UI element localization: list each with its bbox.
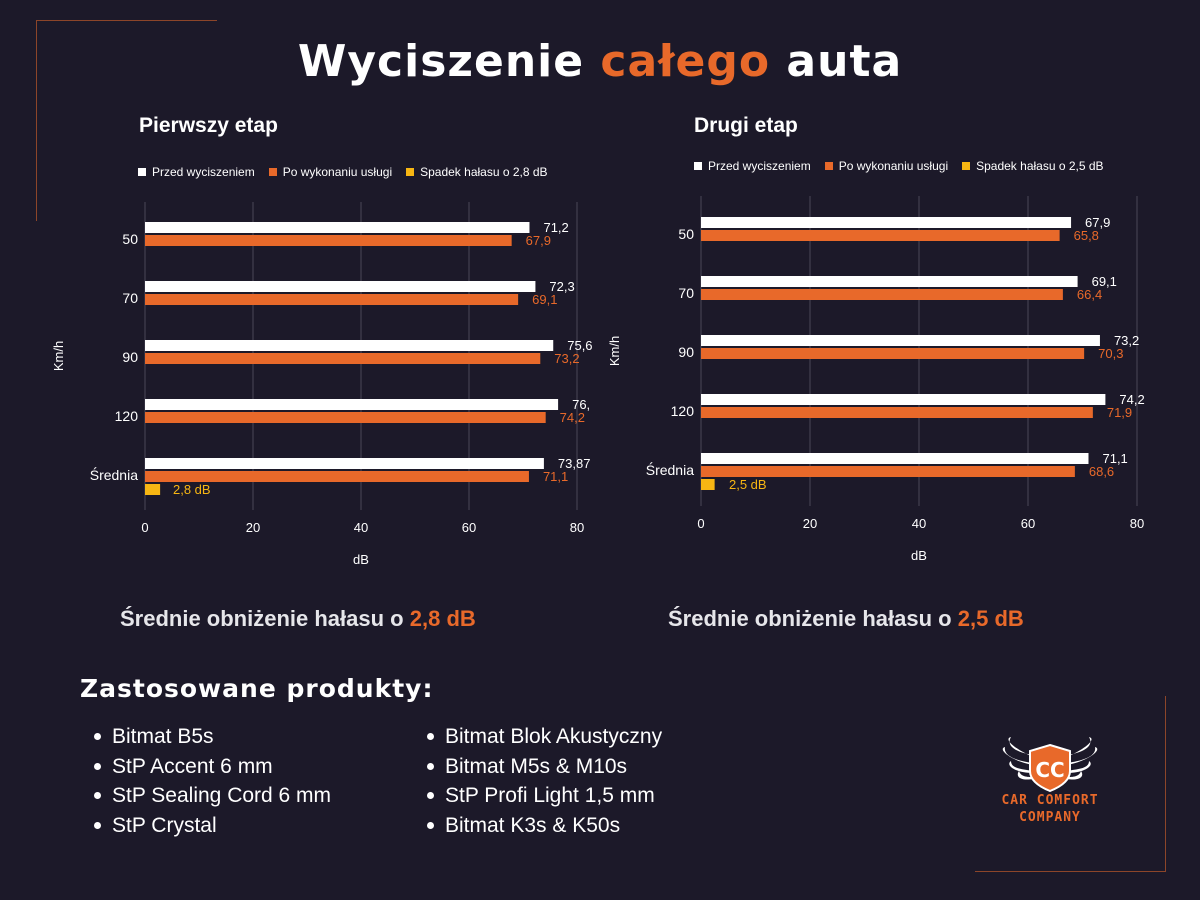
summary-1: Średnie obniżenie hałasu o 2,8 dB: [120, 606, 476, 632]
products-list-left: Bitmat B5s StP Accent 6 mm StP Sealing C…: [88, 722, 331, 840]
legend-item-drop: Spadek hałasu o 2,5 dB: [962, 159, 1104, 173]
legend-label: Po wykonaniu usługi: [282, 165, 393, 179]
x-axis-label: dB: [353, 552, 369, 567]
data-label: 73,87: [558, 456, 591, 471]
list-item: StP Crystal: [88, 811, 331, 841]
data-label: 67,9: [526, 233, 551, 248]
legend-swatch: [138, 168, 146, 176]
summary-2: Średnie obniżenie hałasu o 2,5 dB: [668, 606, 1024, 632]
legend-item-after: Po wykonaniu usługi: [268, 165, 393, 179]
summary-value: 2,5 dB: [957, 606, 1024, 631]
legend-swatch: [824, 162, 833, 170]
x-tick-label: 40: [354, 520, 368, 535]
bar-before: [145, 281, 536, 292]
winged-shield-cc-icon: CC: [1002, 737, 1098, 793]
summary-value: 2,8 dB: [409, 606, 476, 631]
list-item: Bitmat K3s & K50s: [421, 811, 662, 841]
decor-frame-top-left: [36, 20, 217, 221]
logo-wordmark: CAR COMFORT COMPANY: [960, 792, 1140, 826]
y-axis-label: Km/h: [51, 341, 66, 371]
bar-drop: [145, 484, 161, 495]
legend-label: Przed wyciszeniem: [152, 165, 255, 179]
chart-2-legend: Przed wyciszeniem Po wykonaniu usługi Sp…: [694, 159, 1104, 173]
legend-item-before: Przed wyciszeniem: [694, 159, 811, 173]
logo-initials: CC: [1035, 758, 1064, 782]
list-item: StP Accent 6 mm: [88, 752, 331, 782]
bar-after: [145, 412, 546, 423]
list-item: Bitmat B5s: [88, 722, 331, 752]
list-item: StP Sealing Cord 6 mm: [88, 781, 331, 811]
data-label: 72,3: [549, 279, 574, 294]
chart-2-title: Drugi etap: [694, 114, 798, 137]
logo-line-1: CAR COMFORT: [1001, 793, 1099, 808]
x-tick-label: 80: [570, 520, 584, 535]
page-title: Wyciszenie całego auta: [0, 36, 1200, 87]
title-accent: całego: [600, 36, 771, 87]
bar-after: [145, 353, 541, 364]
list-item: Bitmat Blok Akustyczny: [421, 722, 662, 752]
legend-label: Po wykonaniu usługi: [838, 159, 949, 173]
legend-label: Spadek hałasu o 2,8 dB: [420, 165, 548, 179]
data-label: 2,8 dB: [173, 482, 211, 497]
bar-after: [145, 294, 519, 305]
list-item: Bitmat M5s & M10s: [421, 752, 662, 782]
list-item: StP Profi Light 1,5 mm: [421, 781, 662, 811]
legend-swatch: [694, 162, 702, 170]
bar-before: [145, 399, 559, 410]
legend-label: Przed wyciszeniem: [708, 159, 811, 173]
bar-before: [145, 222, 530, 233]
data-label: 73,2: [554, 351, 579, 366]
data-label: 71,1: [543, 469, 568, 484]
legend-swatch: [268, 168, 277, 176]
data-label: 75,6: [567, 338, 592, 353]
legend-item-after: Po wykonaniu usługi: [824, 159, 949, 173]
summary-text: Średnie obniżenie hałasu o: [120, 606, 404, 631]
products-list-right: Bitmat Blok Akustyczny Bitmat M5s & M10s…: [421, 722, 662, 840]
title-part2: auta: [786, 36, 903, 87]
legend-swatch: [962, 162, 971, 170]
data-label: 74,2: [560, 410, 585, 425]
data-label: 76,: [572, 397, 590, 412]
legend-swatch: [406, 168, 415, 176]
logo-line-2: COMPANY: [1019, 810, 1081, 825]
category-label: 70: [122, 290, 138, 306]
decor-frame-bottom-right: [975, 696, 1166, 872]
data-label: 71,2: [543, 220, 568, 235]
bar-before: [145, 458, 544, 469]
chart-1-legend: Przed wyciszeniem Po wykonaniu usługi Sp…: [138, 165, 548, 179]
x-tick-label: 0: [141, 520, 148, 535]
data-label: 69,1: [532, 292, 557, 307]
category-label: Średnia: [90, 466, 138, 483]
category-label: 90: [122, 349, 138, 365]
legend-item-before: Przed wyciszeniem: [138, 165, 255, 179]
legend-label: Spadek hałasu o 2,5 dB: [976, 159, 1104, 173]
products-title: Zastosowane produkty:: [80, 674, 434, 703]
title-part1: Wyciszenie: [297, 36, 585, 87]
category-label: 50: [122, 231, 138, 247]
bar-before: [145, 340, 554, 351]
bar-after: [145, 471, 529, 482]
chart-1-title: Pierwszy etap: [139, 114, 278, 137]
category-label: 120: [115, 408, 139, 424]
x-tick-label: 20: [246, 520, 260, 535]
bar-after: [145, 235, 512, 246]
legend-item-drop: Spadek hałasu o 2,8 dB: [406, 165, 548, 179]
summary-text: Średnie obniżenie hałasu o: [668, 606, 952, 631]
x-tick-label: 60: [462, 520, 476, 535]
